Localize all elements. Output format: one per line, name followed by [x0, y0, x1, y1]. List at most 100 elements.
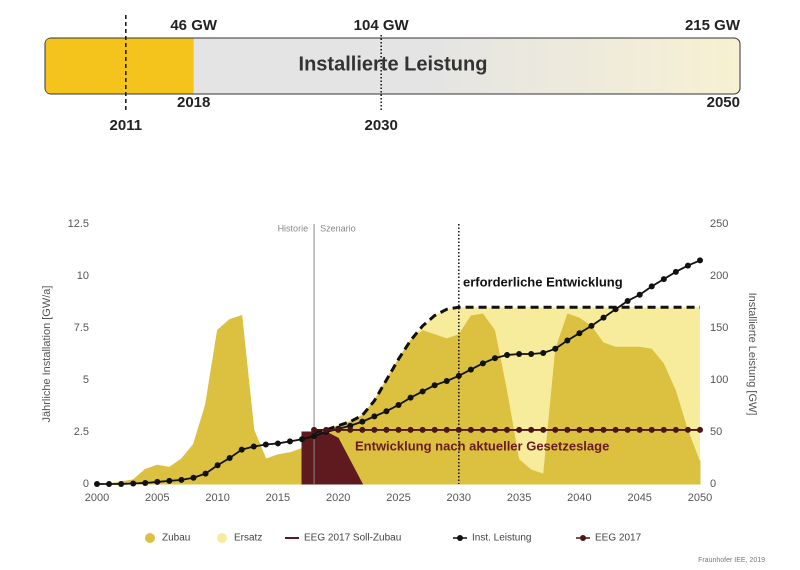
legend-label: Inst. Leistung	[472, 533, 531, 544]
point	[323, 426, 330, 433]
point	[540, 426, 547, 433]
point	[94, 481, 100, 487]
point	[106, 481, 113, 487]
x-tick-label: 2005	[145, 492, 169, 504]
point	[383, 408, 390, 415]
point	[660, 426, 667, 433]
point	[697, 257, 703, 264]
point	[528, 351, 535, 357]
point	[516, 426, 523, 433]
point	[226, 455, 233, 461]
legend-label: Ersatz	[234, 533, 262, 544]
year-label: 2011	[110, 117, 143, 134]
point	[202, 470, 209, 477]
point	[467, 426, 474, 433]
y-tick-label: 5	[83, 374, 89, 386]
legend-label: Zubau	[162, 533, 190, 544]
point	[262, 441, 269, 448]
y-tick-label: 0	[83, 478, 89, 490]
point	[467, 366, 474, 373]
x-tick-label: 2045	[627, 492, 651, 504]
point	[250, 443, 257, 450]
year-label: 2018	[177, 94, 210, 111]
point	[359, 418, 366, 425]
x-tick-label: 2035	[507, 492, 531, 504]
gw-label: 215 GW	[685, 17, 741, 34]
point	[540, 349, 547, 356]
point	[347, 426, 354, 433]
point	[142, 479, 149, 486]
y2-tick-label: 0	[710, 478, 716, 490]
capacity-fill	[45, 38, 194, 94]
y-tick-label: 7.5	[74, 322, 89, 334]
legend-swatch	[457, 535, 463, 541]
required-line	[313, 305, 700, 434]
legend-label: EEG 2017	[595, 533, 642, 544]
point	[419, 388, 426, 395]
point	[431, 382, 438, 389]
capacity-bar	[44, 37, 741, 95]
point	[576, 330, 583, 337]
legend-label: EEG 2017 Soll-Zubau	[304, 533, 401, 544]
point	[564, 426, 571, 433]
point	[697, 426, 703, 433]
x-tick-label: 2000	[85, 492, 109, 504]
point	[395, 401, 402, 408]
gw-label: 104 GW	[354, 17, 410, 34]
point	[636, 291, 643, 298]
x-tick-label: 2025	[386, 492, 410, 504]
x-tick-label: 2020	[326, 492, 350, 504]
point	[588, 322, 595, 329]
point	[684, 426, 691, 433]
y2-tick-label: 50	[710, 426, 722, 438]
point	[443, 378, 450, 385]
x-tick-label: 2030	[447, 492, 471, 504]
scenario-label: Szenario	[320, 223, 356, 233]
point	[395, 426, 402, 433]
point	[552, 426, 559, 433]
legend-swatch	[580, 535, 586, 541]
point	[407, 394, 414, 401]
point	[636, 426, 643, 433]
point	[648, 426, 655, 433]
x-tick-label: 2040	[567, 492, 591, 504]
point	[178, 476, 185, 483]
law-label: Entwicklung nach aktueller Gesetzeslage	[355, 438, 609, 453]
point	[612, 306, 619, 313]
y2-tick-label: 150	[710, 322, 728, 334]
y2-tick-label: 100	[710, 374, 728, 386]
point	[455, 372, 462, 379]
point	[600, 314, 607, 321]
y-axis-title: Jährliche Installation [GW/a]	[41, 286, 53, 423]
year-label: 2030	[364, 117, 397, 134]
point	[238, 446, 245, 453]
point	[286, 438, 293, 445]
history-label: Historie	[278, 223, 309, 233]
point	[491, 426, 498, 433]
gw-label: 46 GW	[170, 17, 218, 34]
point	[564, 337, 571, 344]
point	[479, 360, 486, 367]
point	[130, 480, 137, 487]
x-tick-label: 2015	[266, 492, 290, 504]
point	[359, 426, 366, 433]
point	[528, 426, 535, 433]
point	[504, 352, 511, 359]
point	[383, 426, 390, 433]
bar-title: Installierte Leistung	[299, 53, 488, 75]
point	[504, 426, 511, 433]
point	[624, 426, 631, 433]
y-tick-label: 12.5	[68, 218, 89, 230]
point	[431, 426, 438, 433]
point	[624, 297, 631, 304]
point	[516, 351, 523, 357]
point	[166, 477, 173, 484]
point	[672, 268, 679, 275]
point	[299, 436, 306, 443]
point	[552, 345, 559, 352]
point	[311, 426, 318, 433]
point	[588, 426, 595, 433]
area	[97, 312, 701, 485]
y2-tick-label: 200	[710, 270, 728, 282]
